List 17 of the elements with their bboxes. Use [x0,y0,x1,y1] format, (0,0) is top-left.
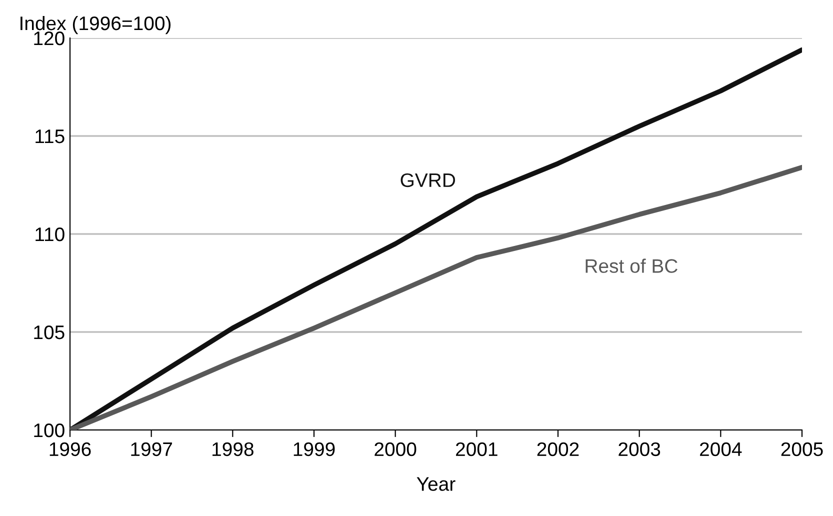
x-tick-label: 1996 [50,442,91,456]
x-tick-label: 2005 [781,442,823,456]
x-tick-label: 2001 [456,442,498,456]
x-tick-label: 2000 [374,442,416,456]
x-tick-label: 2004 [700,442,742,456]
y-tick-label: 110 [36,227,64,242]
x-tick-label: 1999 [294,442,335,456]
y-tick-label: 115 [36,130,64,144]
y-tick-label: 105 [34,325,64,340]
x-tick-label: 1998 [212,442,254,456]
x-tick-label: 2002 [537,442,579,456]
series-label: GVRD [400,173,456,188]
y-tick-label: 100 [34,423,64,438]
x-tick-label: 2003 [618,442,660,456]
x-tick-label: 1997 [131,442,172,456]
x-axis-title: Year [416,477,456,491]
series-label: Rest of BC [586,258,678,273]
